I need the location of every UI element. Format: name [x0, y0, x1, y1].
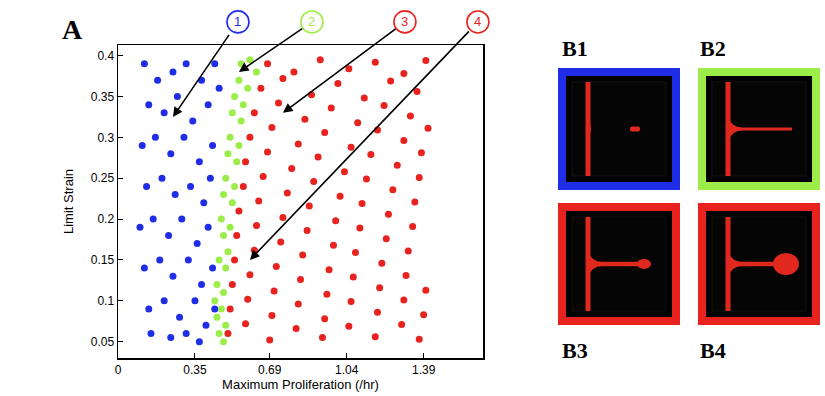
svg-text:0.15: 0.15	[91, 253, 115, 267]
svg-text:0.4: 0.4	[97, 49, 114, 63]
svg-text:0.05: 0.05	[91, 335, 115, 349]
svg-text:0.69: 0.69	[258, 363, 282, 377]
svg-text:4: 4	[474, 14, 481, 29]
svg-text:0.25: 0.25	[91, 171, 115, 185]
svg-text:0.2: 0.2	[97, 212, 114, 226]
svg-text:0.35: 0.35	[91, 90, 115, 104]
svg-text:1.04: 1.04	[335, 363, 359, 377]
html-text:B1: B1	[562, 36, 588, 61]
svg-text:3: 3	[401, 14, 408, 29]
svg-text:0.35: 0.35	[183, 363, 207, 377]
html-text:A: A	[62, 14, 83, 45]
svg-text:0.1: 0.1	[97, 294, 114, 308]
svg-text:Limit Strain: Limit Strain	[61, 169, 76, 234]
svg-text:Maximum Proliferation (/hr): Maximum Proliferation (/hr)	[222, 377, 379, 392]
html-text:B2: B2	[700, 36, 726, 61]
svg-text:0: 0	[115, 363, 122, 377]
svg-text:0.3: 0.3	[97, 131, 114, 145]
svg-text:1: 1	[234, 14, 241, 29]
svg-text:1.39: 1.39	[412, 363, 436, 377]
svg-text:2: 2	[308, 14, 315, 29]
html-text:B3: B3	[562, 338, 588, 363]
html-text:B4: B4	[700, 338, 726, 363]
